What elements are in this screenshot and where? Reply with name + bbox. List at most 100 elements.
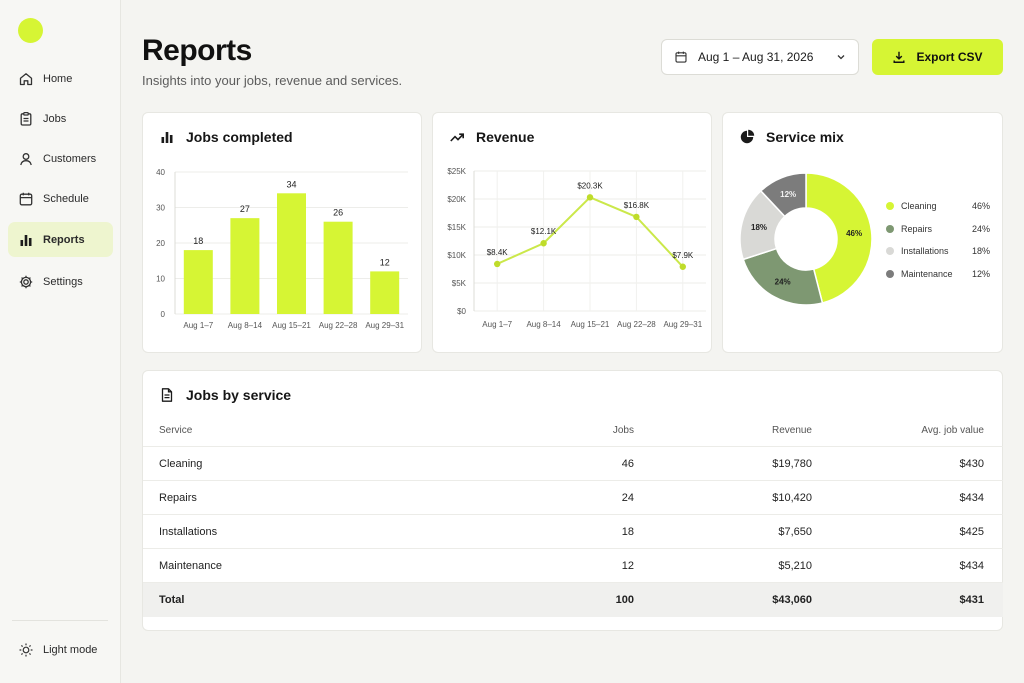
x-tick-label: Aug 29–31 [365, 321, 404, 330]
data-point [633, 213, 640, 221]
legend-label: Cleaning [901, 201, 937, 212]
jobs-completed-header: Jobs completed [159, 129, 293, 145]
total-jobs: 100 [615, 594, 634, 606]
y-tick-label: 0 [161, 310, 166, 319]
trending-up-icon [450, 133, 464, 142]
x-tick-label: Aug 22–28 [319, 321, 358, 330]
service-mix-header: Service mix [739, 129, 844, 145]
legend-swatch [886, 269, 894, 278]
data-point [679, 263, 686, 270]
sidebar-item-settings[interactable]: Settings [8, 264, 113, 299]
table-row: Maintenance 12 $5,210 $434 [143, 549, 1003, 583]
table-header-row: Service Jobs Revenue Avg. job value [143, 415, 1003, 447]
point-value-label: $20.3K [577, 181, 603, 190]
y-tick-label: 10 [156, 275, 165, 284]
bar-value-label: 27 [240, 204, 250, 214]
cell-service: Maintenance [159, 559, 222, 572]
y-tick-label: 30 [156, 204, 165, 213]
pie-chart-icon [740, 129, 755, 144]
export-csv-button[interactable]: Export CSV [872, 39, 1003, 75]
jobs-by-service-table: Service Jobs Revenue Avg. job value Clea… [143, 415, 1003, 617]
sidebar-item-label: Home [43, 72, 73, 85]
bar [323, 221, 353, 314]
bar-value-label: 18 [193, 236, 203, 246]
sidebar-item-home[interactable]: Home [8, 61, 113, 96]
cell-jobs: 12 [621, 559, 634, 572]
jobs-by-service-header: Jobs by service [159, 387, 291, 403]
bar-chart-icon [18, 232, 34, 248]
legend-item-cleaning: Cleaning 46% [886, 195, 990, 218]
column-header-service[interactable]: Service [159, 425, 193, 436]
revenue-title: Revenue [476, 129, 535, 145]
service-mix-card: Service mix 46% 24% 18% 12% Cleaning 46% Re… [722, 112, 1003, 353]
bar [230, 218, 260, 314]
chevron-down-icon [837, 55, 845, 60]
point-value-label: $16.8K [624, 201, 650, 210]
data-point [540, 240, 547, 247]
y-tick-label: 20 [156, 239, 165, 248]
bar [370, 271, 400, 314]
cell-jobs: 18 [621, 525, 634, 538]
jobs-by-service-card: Jobs by service Service Jobs Revenue Avg… [142, 370, 1003, 631]
cell-jobs: 24 [621, 491, 634, 504]
cell-service: Repairs [159, 491, 197, 504]
date-range-picker[interactable]: Aug 1 – Aug 31, 2026 [661, 39, 859, 75]
bar [277, 193, 306, 314]
page-title: Reports [142, 34, 252, 67]
export-csv-label: Export CSV [916, 50, 983, 64]
sidebar-item-label: Customers [43, 152, 97, 165]
service-mix-legend: Cleaning 46% Repairs 24% Installations 1… [886, 195, 990, 285]
legend-item-installations: Installations 18% [886, 240, 990, 263]
cell-service: Cleaning [159, 457, 203, 470]
jobs-completed-card: Jobs completed 0 10 20 30 40 18 Aug 1–7 27 Aug 8… [142, 112, 422, 353]
date-range-value: Aug 1 – Aug 31, 2026 [698, 50, 814, 64]
sidebar-item-label: Schedule [43, 192, 89, 205]
point-value-label: $12.1K [531, 227, 557, 236]
revenue-card: Revenue $0 $5K $10K $15K $20K $25K $8.4K Aug 1–… [432, 112, 712, 353]
slice-value-label: 46% [846, 229, 862, 238]
light-mode-toggle[interactable]: Light mode [8, 632, 113, 667]
sidebar-item-label: Reports [43, 233, 85, 246]
sidebar-item-jobs[interactable]: Jobs [8, 101, 113, 136]
column-header-avg-job-value[interactable]: Avg. job value [921, 425, 984, 436]
page-subtitle: Insights into your jobs, revenue and ser… [142, 73, 403, 88]
sidebar-item-reports[interactable]: Reports [8, 222, 113, 257]
revenue-chart: $0 $5K $10K $15K $20K $25K $8.4K Aug 1–7 $12.1K A… [447, 167, 706, 329]
legend-value: 18% [971, 246, 990, 257]
service-mix-title: Service mix [766, 129, 844, 145]
jobs-completed-chart: 0 10 20 30 40 18 Aug 1–7 27 Aug 8–14 34 Aug 15–21 2… [156, 168, 408, 330]
cell-avg-job-value: $434 [959, 559, 984, 572]
cell-revenue: $5,210 [778, 559, 812, 572]
total-revenue: $43,060 [772, 594, 812, 606]
cell-avg-job-value: $430 [959, 457, 984, 470]
legend-label: Repairs [901, 223, 933, 234]
donut-slice-maintenance [759, 172, 807, 218]
legend-value: 46% [971, 201, 990, 212]
sun-icon [18, 642, 34, 658]
bar-value-label: 26 [333, 208, 343, 218]
donut-slice-cleaning [805, 172, 873, 304]
cell-revenue: $10,420 [772, 491, 812, 504]
sidebar-item-customers[interactable]: Customers [8, 141, 113, 176]
legend-swatch [886, 202, 894, 211]
bar [183, 250, 213, 314]
y-tick-label: $0 [457, 307, 466, 316]
logo[interactable] [18, 18, 43, 43]
calendar-icon [18, 191, 34, 207]
data-point [494, 260, 501, 268]
column-header-jobs[interactable]: Jobs [612, 425, 634, 436]
legend-label: Maintenance [901, 268, 953, 279]
home-icon [18, 71, 34, 87]
jobs-completed-title: Jobs completed [186, 129, 293, 145]
light-mode-label: Light mode [43, 643, 98, 656]
column-header-revenue[interactable]: Revenue [771, 425, 812, 436]
sidebar-item-schedule[interactable]: Schedule [8, 181, 113, 216]
legend-value: 12% [971, 268, 990, 279]
gear-icon [18, 274, 34, 290]
slice-value-label: 24% [775, 278, 791, 287]
x-tick-label: Aug 15–21 [272, 321, 311, 330]
y-tick-label: 40 [156, 168, 165, 177]
cell-service: Installations [159, 525, 218, 538]
legend-item-maintenance: Maintenance 12% [886, 263, 990, 286]
bar-value-label: 12 [380, 257, 390, 267]
